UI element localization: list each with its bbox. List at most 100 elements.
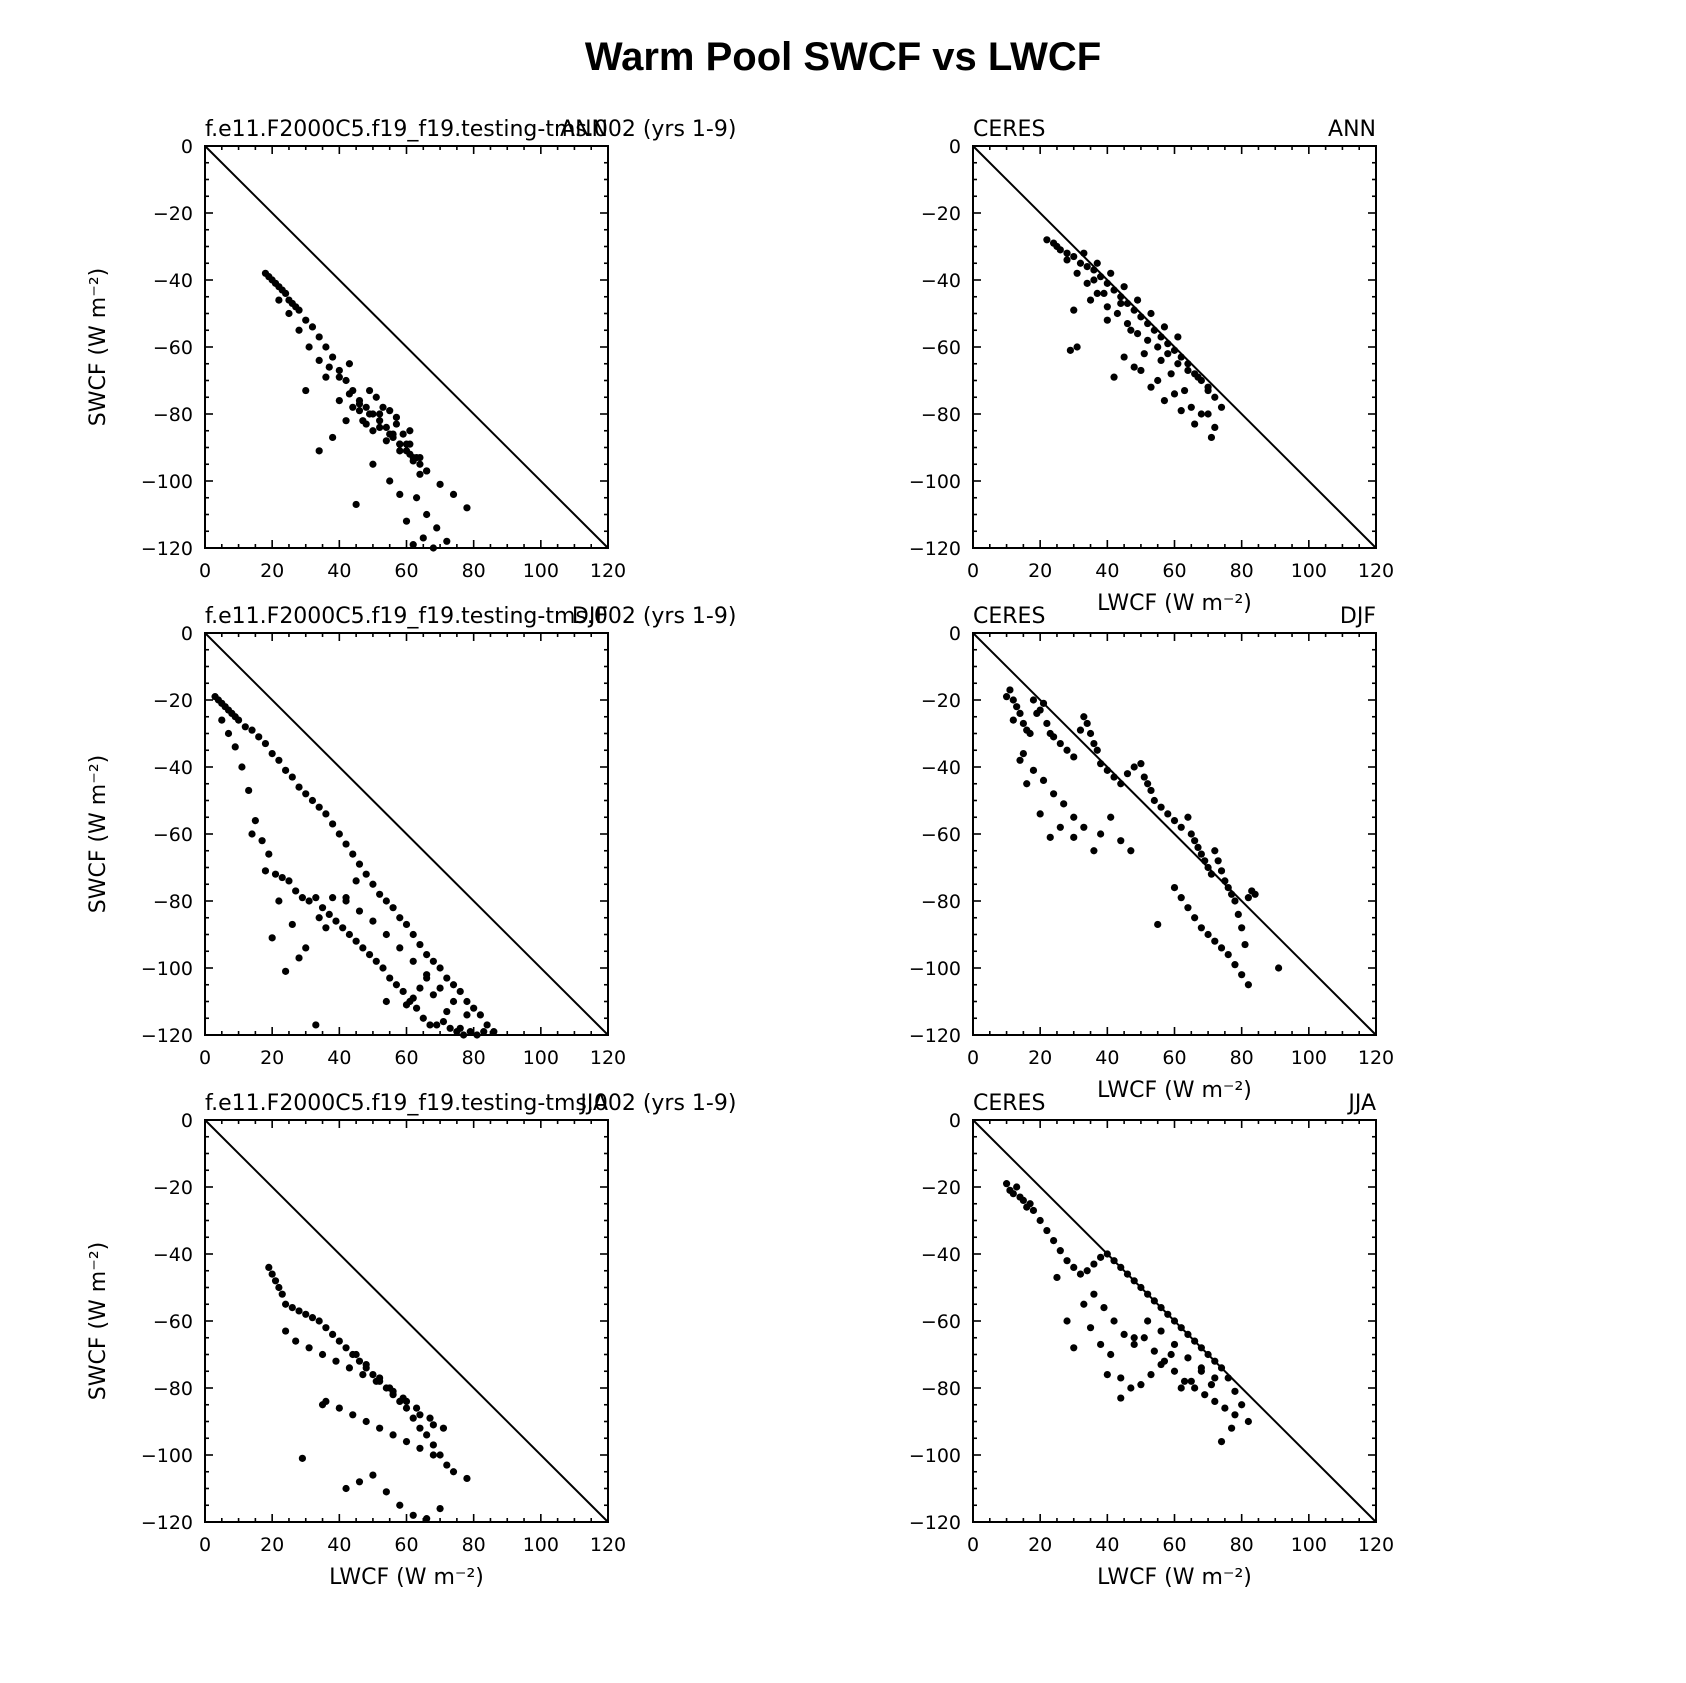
panel-model-JJA: 0 20 40 60 80 100 120 0 −20 −40 −60 −80 −100 −120 f.e1… (86, 1091, 736, 1590)
data-point (1167, 1350, 1175, 1359)
data-point (302, 1310, 310, 1318)
data-point (1201, 1391, 1209, 1399)
y-tick-label: −80 (153, 404, 193, 426)
data-point (1174, 333, 1182, 341)
data-point (409, 994, 417, 1002)
data-point (1120, 1330, 1128, 1338)
x-tick-label: 0 (199, 560, 211, 582)
data-point (1224, 884, 1232, 892)
data-point (1123, 299, 1132, 308)
data-point (1117, 1394, 1125, 1402)
data-point (449, 997, 458, 1006)
x-tick-label: 40 (327, 1534, 351, 1556)
data-point (1137, 1381, 1145, 1389)
data-point (1204, 410, 1212, 418)
data-point (1137, 760, 1145, 768)
data-point (386, 477, 394, 485)
data-point (372, 393, 380, 401)
data-point (1157, 356, 1165, 364)
data-point (446, 1024, 454, 1032)
x-axis-label: LWCF (W m⁻²) (329, 1565, 484, 1590)
data-point (295, 1307, 303, 1315)
data-point (1147, 309, 1155, 318)
data-point (409, 930, 417, 939)
y-tick-label: −20 (153, 203, 193, 225)
data-point (369, 427, 377, 435)
data-point (1043, 236, 1051, 244)
data-point (429, 1421, 437, 1429)
data-point (271, 1277, 280, 1285)
data-point (342, 417, 350, 425)
data-point (1060, 800, 1068, 808)
data-point (1154, 376, 1162, 385)
data-point (1238, 971, 1246, 979)
data-point (406, 450, 414, 458)
data-point (490, 1028, 498, 1036)
data-point (1053, 1273, 1061, 1282)
data-point (1043, 1226, 1051, 1235)
data-point (1110, 373, 1118, 381)
data-point (412, 1004, 421, 1012)
data-point (355, 407, 364, 415)
data-point (1187, 403, 1195, 411)
data-point (1056, 1247, 1064, 1255)
y-tick-label: −80 (921, 404, 961, 426)
data-point (423, 510, 431, 519)
data-point (1103, 766, 1111, 774)
x-tick-label: 60 (1162, 560, 1186, 582)
data-point (1117, 1374, 1125, 1382)
data-point (1164, 1310, 1172, 1318)
data-point (1157, 1327, 1165, 1335)
data-point (1090, 1260, 1098, 1268)
data-point (342, 840, 350, 848)
x-tick-label: 40 (1095, 560, 1119, 582)
x-tick-label: 0 (967, 560, 979, 582)
data-point (376, 417, 384, 425)
data-point (1123, 319, 1132, 328)
data-point (352, 1350, 360, 1359)
data-point (396, 440, 404, 448)
data-point (1231, 961, 1239, 969)
y-axis-label: SWCF (W m⁻²) (86, 1242, 111, 1401)
data-point (1197, 924, 1205, 932)
data-point (1140, 1334, 1148, 1342)
data-point (1036, 1216, 1044, 1225)
data-point (1224, 1374, 1232, 1382)
data-point (359, 944, 367, 952)
data-point (416, 1411, 424, 1419)
data-point (1217, 867, 1226, 875)
data-point (1224, 951, 1232, 959)
data-point (423, 974, 431, 982)
data-point (1053, 242, 1061, 251)
data-point (382, 423, 390, 431)
data-point (315, 447, 323, 455)
panel-right-title: JJA (578, 1091, 608, 1116)
data-point (1039, 699, 1048, 707)
y-tick-label: −80 (153, 891, 193, 913)
data-point (409, 541, 417, 549)
data-point (1113, 309, 1122, 318)
y-tick-label: −60 (153, 1311, 193, 1333)
data-point (1217, 1364, 1226, 1372)
data-point (1070, 306, 1078, 314)
data-point (1026, 729, 1034, 738)
data-point (1029, 1206, 1038, 1215)
panel-left-title: f.e11.F2000C5.f19_f19.testing-tms.002 (y… (205, 117, 736, 142)
panel-left-title: CERES (973, 604, 1045, 629)
data-point (298, 1454, 306, 1462)
x-tick-label: 40 (327, 560, 351, 582)
x-tick-label: 80 (1230, 1534, 1254, 1556)
data-point (1002, 1180, 1011, 1188)
x-tick-label: 0 (967, 1534, 979, 1556)
data-point (1144, 1290, 1152, 1298)
data-point (271, 870, 280, 878)
data-point (268, 934, 276, 942)
data-point (429, 957, 437, 965)
data-point (436, 480, 444, 488)
panel-left-title: f.e11.F2000C5.f19_f19.testing-tms.002 (y… (205, 1091, 736, 1116)
data-point (1177, 894, 1185, 902)
panel-left-title: CERES (973, 117, 1045, 142)
data-point (1234, 910, 1242, 919)
y-tick-label: 0 (181, 136, 193, 158)
data-point (1117, 1263, 1125, 1271)
